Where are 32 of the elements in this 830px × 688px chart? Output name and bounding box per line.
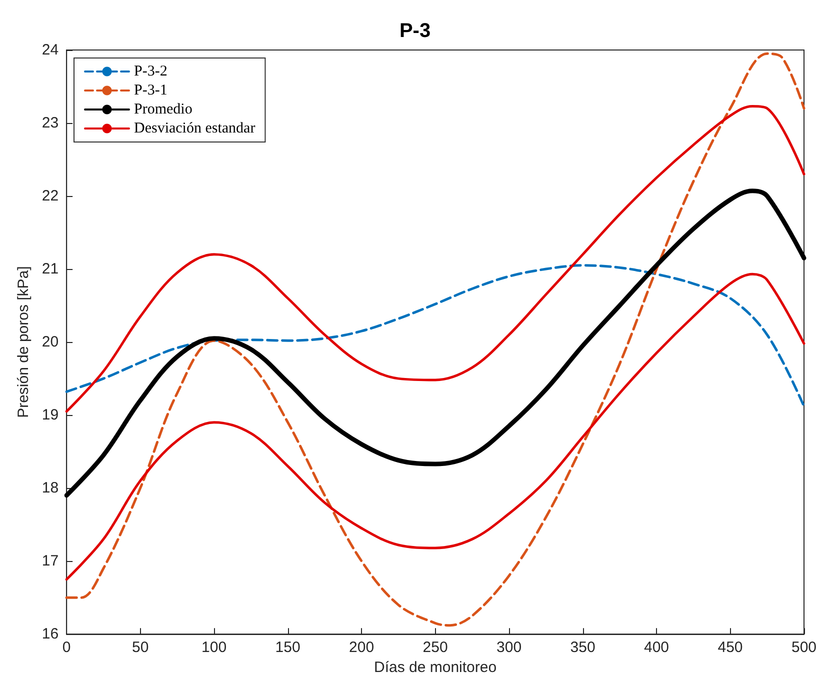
legend-label: Desviación estandar — [134, 120, 256, 136]
line-series — [65, 52, 806, 627]
line-series — [64, 188, 806, 498]
y-tick-label: 18 — [42, 480, 59, 497]
x-tick-label: 150 — [275, 639, 300, 656]
x-axis-title: Días de monitoreo — [374, 659, 497, 676]
x-tick-label: 500 — [791, 639, 817, 656]
y-tick-label: 22 — [42, 188, 59, 205]
x-tick-label: 250 — [422, 639, 448, 656]
y-tick-label: 24 — [42, 42, 59, 58]
y-tick-label: 19 — [42, 406, 59, 424]
y-tick-label: 20 — [42, 334, 59, 351]
line-series — [65, 264, 806, 408]
x-tick-label: 200 — [349, 639, 374, 656]
y-tick-label: 21 — [42, 260, 59, 278]
x-tick-label: 0 — [62, 639, 71, 656]
x-tick-label: 50 — [132, 639, 149, 656]
line-series — [65, 104, 806, 413]
x-tick-label: 300 — [496, 639, 522, 656]
legend-label: P-3-1 — [134, 82, 168, 98]
legend-label: Promedio — [134, 102, 192, 118]
x-tick-label: 350 — [570, 639, 596, 656]
y-axis-title: Presión de poros [kPa] — [15, 266, 32, 418]
line-series — [65, 272, 806, 581]
y-tick-label: 17 — [42, 552, 59, 570]
legend-label: P-3-2 — [134, 64, 168, 80]
x-tick-label: 400 — [644, 639, 670, 656]
y-tick-label: 23 — [42, 114, 59, 132]
y-tick-label: 16 — [42, 626, 59, 643]
x-tick-label: 450 — [718, 639, 743, 656]
x-tick-label: 100 — [202, 639, 227, 656]
chart-title: P-3 — [399, 20, 431, 42]
